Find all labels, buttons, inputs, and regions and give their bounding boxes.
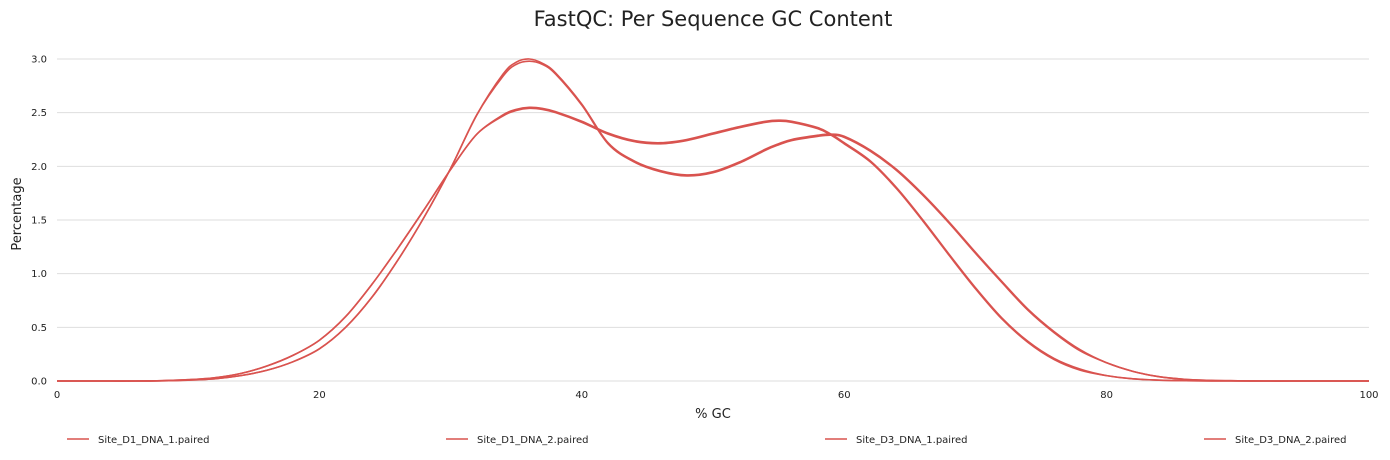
legend-item-2[interactable]: Site_D1_DNA_2.paired xyxy=(446,435,588,446)
y-tick-label: 0.0 xyxy=(31,377,47,388)
x-tick-label: 60 xyxy=(838,390,851,401)
legend-item-4[interactable]: Site_D3_DNA_2.paired xyxy=(1204,435,1346,446)
legend-item-3[interactable]: Site_D3_DNA_1.paired xyxy=(825,435,967,446)
y-tick-label: 0.5 xyxy=(31,323,47,334)
legend-label: Site_D1_DNA_1.paired xyxy=(98,435,209,446)
x-tick-label: 40 xyxy=(575,390,588,401)
x-tick-label: 80 xyxy=(1100,390,1113,401)
x-tick-label: 0 xyxy=(54,390,60,401)
y-axis-ticks: 0.0 0.5 1.0 1.5 2.0 2.5 3.0 xyxy=(31,55,47,388)
series-line-3 xyxy=(57,106,1369,382)
x-axis-ticks: 0 20 40 60 80 100 xyxy=(54,390,1379,401)
y-tick-label: 2.0 xyxy=(31,162,47,173)
y-tick-label: 1.5 xyxy=(31,216,47,227)
series-line-2 xyxy=(57,60,1369,382)
x-tick-label: 20 xyxy=(313,390,326,401)
legend-label: Site_D3_DNA_1.paired xyxy=(856,435,967,446)
legend-label: Site_D3_DNA_2.paired xyxy=(1235,435,1346,446)
y-axis-label: Percentage xyxy=(10,177,25,250)
y-tick-label: 3.0 xyxy=(31,55,47,66)
legend[interactable]: Site_D1_DNA_1.paired Site_D1_DNA_2.paired… xyxy=(67,435,1346,446)
x-axis-label: % GC xyxy=(695,407,731,422)
grid xyxy=(57,58,1369,382)
legend-item-1[interactable]: Site_D1_DNA_1.paired xyxy=(67,435,209,446)
series-lines xyxy=(57,58,1369,382)
chart-title: FastQC: Per Sequence GC Content xyxy=(534,7,893,31)
x-tick-label: 100 xyxy=(1359,390,1378,401)
y-tick-label: 2.5 xyxy=(31,108,47,119)
legend-label: Site_D1_DNA_2.paired xyxy=(477,435,588,446)
y-tick-label: 1.0 xyxy=(31,269,47,280)
series-line-4 xyxy=(57,107,1369,382)
